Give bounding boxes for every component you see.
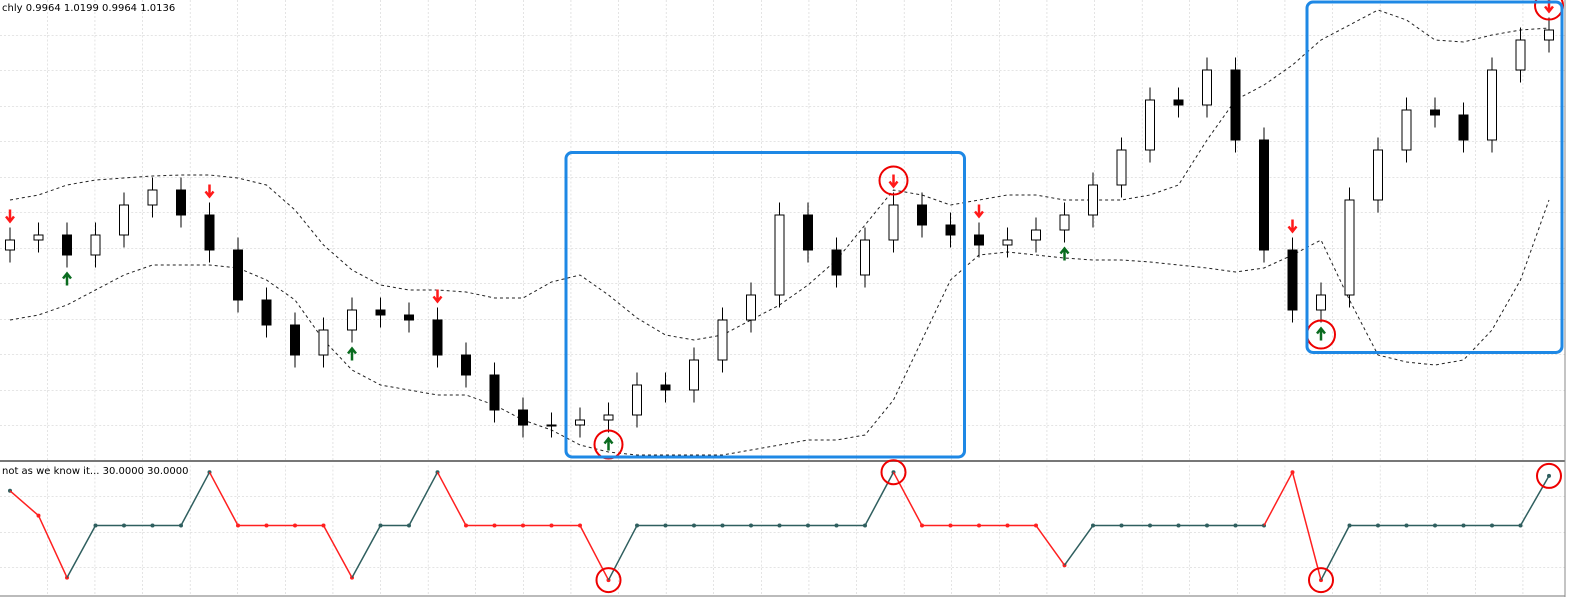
- buy-arrow: [1059, 246, 1070, 261]
- highlight-box: [1305, 0, 1564, 354]
- oscillator-segment: [579, 525, 610, 581]
- oscillator-circle: [880, 459, 907, 486]
- candle-body: [1401, 109, 1412, 151]
- candle-body: [1458, 114, 1469, 141]
- candle-body: [375, 309, 386, 316]
- oscillator-segment: [1063, 525, 1094, 566]
- candle-body: [1544, 29, 1554, 41]
- oscillator-segment: [1291, 472, 1322, 581]
- oscillator-circle: [1308, 567, 1334, 594]
- candle-body: [660, 384, 671, 391]
- candle-body: [176, 189, 186, 216]
- oscillator-segment: [1320, 525, 1351, 581]
- candle-body: [1088, 184, 1098, 216]
- candle-body: [974, 234, 984, 246]
- candle-body: [489, 374, 500, 411]
- candle-body: [1515, 39, 1526, 71]
- candle-body: [860, 239, 870, 276]
- oscillator-segment: [408, 471, 439, 526]
- candle-body: [1430, 109, 1440, 116]
- candle-body: [917, 204, 927, 226]
- candle-body: [1059, 214, 1070, 231]
- oscillator-circle: [1536, 462, 1562, 489]
- oscillator-point: [1547, 473, 1551, 478]
- candle-body: [1287, 249, 1298, 311]
- candle-body: [1259, 139, 1269, 251]
- candle-body: [603, 414, 614, 421]
- oscillator-segment: [9, 490, 39, 517]
- candle-body: [1344, 199, 1355, 296]
- candle-body: [233, 249, 243, 301]
- oscillator-segment: [864, 471, 895, 526]
- bollinger-band: [9, 9, 1550, 341]
- oscillator-segment: [1035, 525, 1066, 566]
- candle-body: [204, 214, 215, 251]
- candle-body: [347, 309, 357, 331]
- candle-body: [888, 204, 899, 241]
- candle-body: [33, 234, 44, 241]
- candle-body: [147, 189, 158, 206]
- candle-body: [1373, 149, 1383, 201]
- oscillator-segment: [180, 471, 211, 526]
- candle-body: [1487, 69, 1497, 141]
- oscillator-segment: [351, 525, 382, 578]
- candle-body: [1116, 149, 1127, 186]
- candle-body: [632, 384, 642, 416]
- candle-body: [432, 319, 443, 356]
- candle-body: [803, 214, 813, 251]
- oscillator-grid: [0, 464, 1565, 596]
- candle-body: [119, 204, 129, 236]
- candle-body: [1145, 99, 1155, 151]
- oscillator-segment: [37, 515, 68, 578]
- candle-body: [774, 214, 785, 296]
- oscillator-segment: [322, 525, 353, 578]
- sell-arrow: [1287, 219, 1298, 234]
- candle-body: [518, 409, 528, 426]
- candle-body: [261, 299, 272, 326]
- candle-body: [290, 324, 300, 356]
- oscillator-segment: [607, 525, 638, 581]
- oscillator-circle: [595, 567, 622, 594]
- buy-arrow: [347, 346, 357, 361]
- candle-body: [1173, 99, 1184, 106]
- candle-body: [546, 424, 557, 427]
- sell-arrow: [204, 184, 215, 199]
- oscillator-segment: [66, 525, 97, 578]
- candle-body: [1202, 69, 1212, 106]
- candle-body: [575, 419, 585, 426]
- price-header: chly 0.9964 1.0199 0.9964 1.0136: [2, 3, 175, 14]
- candle-body: [461, 354, 471, 376]
- candle-body: [1316, 294, 1326, 311]
- highlight-box: [564, 151, 966, 459]
- oscillator-header: not as we know it... 30.0000 30.0000: [2, 466, 188, 477]
- candle-body: [318, 329, 329, 356]
- candle-body: [1002, 239, 1013, 246]
- sell-arrow: [974, 204, 984, 219]
- oscillator-segment: [1263, 471, 1294, 526]
- candle-body: [1031, 229, 1041, 241]
- candle-body: [746, 294, 756, 321]
- candle-body: [1230, 69, 1241, 141]
- candle-body: [404, 314, 414, 321]
- sell-arrow: [5, 209, 15, 224]
- candle-body: [945, 224, 956, 236]
- oscillator-segment: [208, 471, 239, 526]
- candle-body: [90, 234, 101, 256]
- oscillator-segment: [436, 471, 467, 526]
- candle-body: [717, 319, 728, 361]
- buy-arrow: [1316, 326, 1326, 341]
- oscillator-segment: [892, 471, 923, 526]
- buy-arrow: [603, 436, 614, 451]
- candle-body: [831, 249, 842, 276]
- buy-arrow: [62, 271, 72, 286]
- sell-arrow: [432, 289, 443, 304]
- oscillator-segment: [1519, 475, 1550, 526]
- candle-body: [5, 239, 15, 251]
- candle-body: [689, 359, 699, 391]
- candle-body: [62, 234, 72, 256]
- sell-arrow: [888, 174, 899, 189]
- signal-circle: [878, 165, 909, 196]
